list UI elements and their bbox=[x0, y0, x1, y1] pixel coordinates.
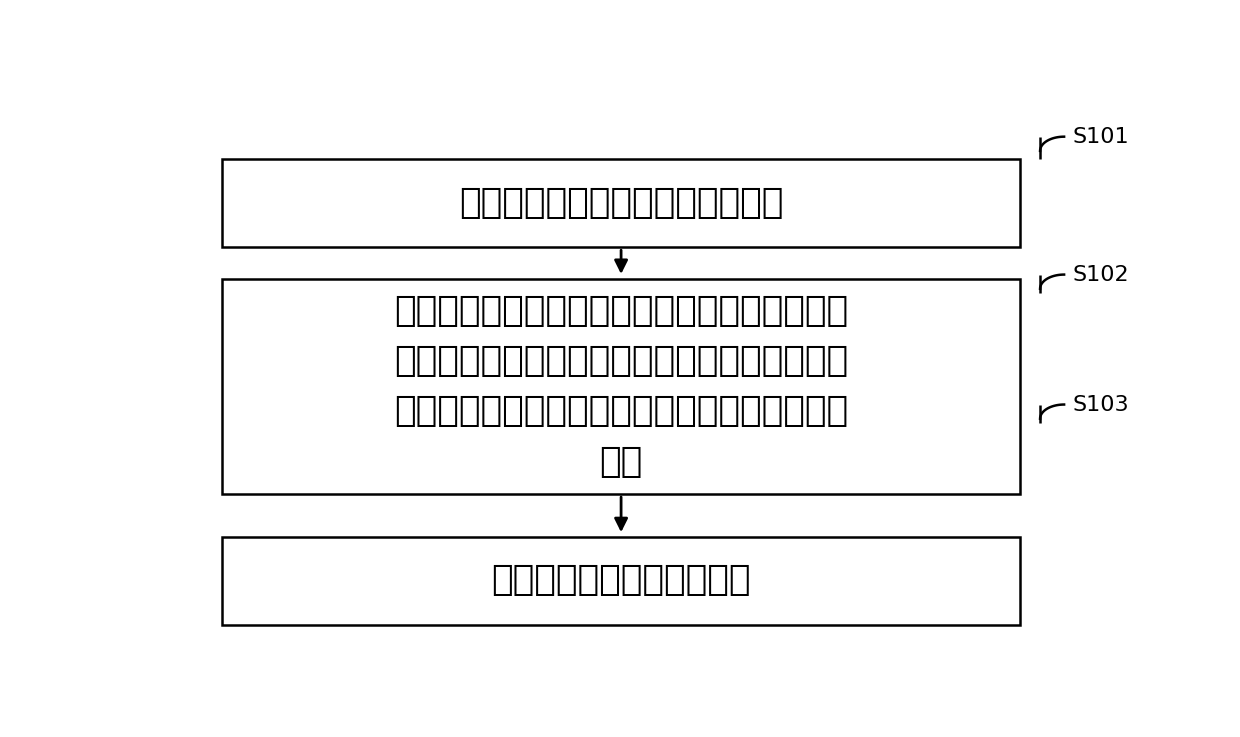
FancyBboxPatch shape bbox=[222, 537, 1019, 625]
Text: 获取参考帧补偿表和当前帧补偿表: 获取参考帧补偿表和当前帧补偿表 bbox=[459, 186, 784, 220]
Text: 将所述参考帧补偿表和所述当前帧补偿表划分为
多个编码块，并对每个编码块分别用多种预测模
式进行处理，以获得相应预测模式对应的残差编
码块: 将所述参考帧补偿表和所述当前帧补偿表划分为 多个编码块，并对每个编码块分别用多种… bbox=[394, 294, 848, 478]
FancyBboxPatch shape bbox=[222, 279, 1019, 495]
Text: 对所述残差编码块进行压缩: 对所述残差编码块进行压缩 bbox=[491, 564, 751, 598]
FancyBboxPatch shape bbox=[222, 159, 1019, 248]
Text: S102: S102 bbox=[1073, 265, 1130, 284]
Text: S101: S101 bbox=[1073, 127, 1130, 147]
Text: S103: S103 bbox=[1073, 394, 1130, 414]
